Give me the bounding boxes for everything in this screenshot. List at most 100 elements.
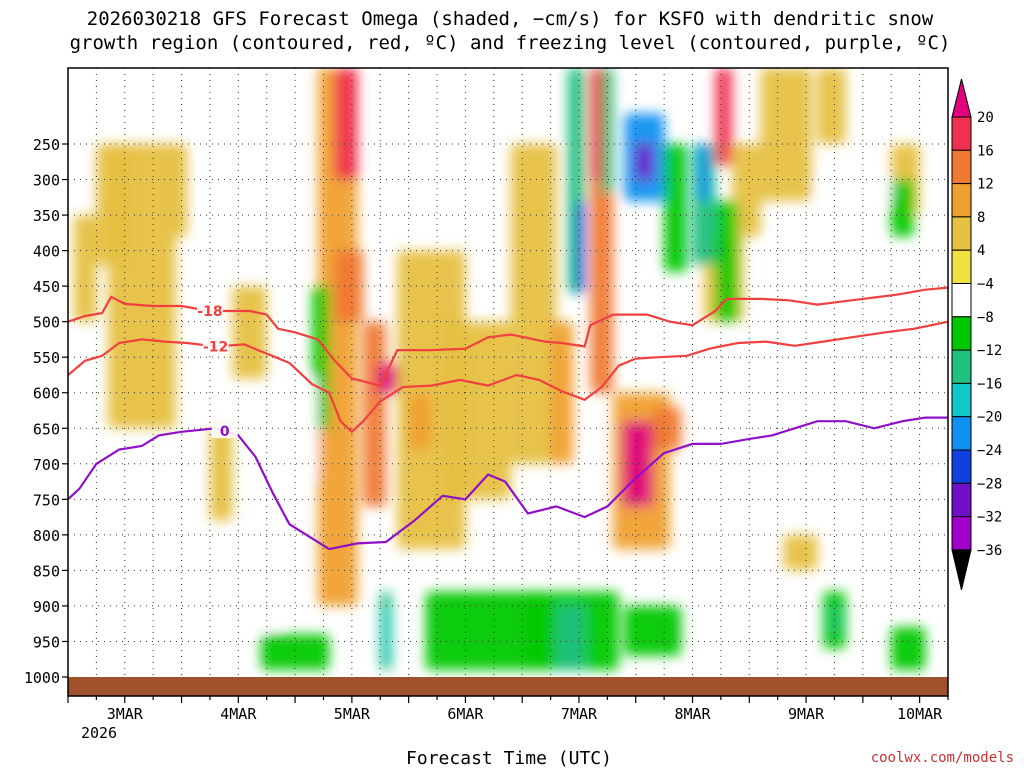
x-tick-label-6: 9MAR bbox=[788, 705, 825, 723]
omega-cell-45 bbox=[556, 605, 585, 670]
x-tick-label-5: 8MAR bbox=[674, 705, 711, 723]
omega-cell-48 bbox=[868, 357, 903, 464]
colorbar-label-7: −12 bbox=[977, 343, 1002, 359]
colorbar-box-4 bbox=[951, 249, 972, 284]
omega-cell-42 bbox=[261, 634, 330, 670]
y-tick-label-600: 600 bbox=[33, 385, 60, 403]
freezing-level-contour-line bbox=[68, 416, 948, 551]
omega-cell-53 bbox=[107, 68, 137, 114]
colorbar-label-10: −24 bbox=[977, 443, 1002, 459]
title-line-1: 2026030218 GFS Forecast Omega (shaded, −… bbox=[87, 8, 934, 30]
colorbar-box-3 bbox=[951, 216, 972, 251]
omega-cell-54 bbox=[300, 378, 318, 479]
x-year-label: 2026 bbox=[81, 724, 117, 742]
y-tick-label-450: 450 bbox=[33, 278, 60, 296]
omega-cell-3 bbox=[170, 144, 188, 237]
omega-cell-32 bbox=[635, 144, 653, 180]
omega-cell-1 bbox=[96, 144, 131, 265]
dgz-contour-0-line bbox=[68, 286, 948, 387]
colorbar-label-9: −20 bbox=[977, 410, 1002, 426]
omega-cell-23 bbox=[760, 68, 812, 201]
omega-cell-6 bbox=[317, 68, 358, 606]
colorbar-box-6 bbox=[951, 316, 972, 351]
y-tick-label-1000: 1000 bbox=[24, 669, 60, 687]
omega-cell-group bbox=[73, 68, 926, 670]
x-tick-label-1: 4MAR bbox=[220, 705, 257, 723]
omega-cell-15 bbox=[550, 321, 574, 464]
chart-title: 2026030218 GFS Forecast Omega (shaded, −… bbox=[70, 8, 951, 54]
plot-frame bbox=[67, 67, 949, 697]
colorbar-box-12 bbox=[951, 516, 972, 551]
omega-cell-52 bbox=[832, 605, 838, 635]
omega-cell-47 bbox=[766, 357, 801, 464]
omega-cell-41 bbox=[383, 605, 390, 663]
colorbar: 20 16 12 8 4 −4 −8 −12 −16 −20 −24 −28 −32 −36 bbox=[951, 78, 1002, 591]
colorbar-box-2 bbox=[951, 183, 972, 218]
omega-cell-26 bbox=[783, 534, 818, 571]
colorbar-label-12: −32 bbox=[977, 510, 1002, 526]
colorbar-box-1 bbox=[951, 149, 972, 185]
omega-cell-29 bbox=[576, 200, 585, 294]
colorbar-box-7 bbox=[951, 349, 972, 384]
colorbar-label-8: −16 bbox=[977, 376, 1002, 392]
colorbar-box-8 bbox=[951, 382, 972, 418]
colorbar-label-4: 4 bbox=[977, 243, 985, 259]
y-axis: 250 300 350 400 450 500 550 600 650 700 750 800 850 9… bbox=[24, 136, 68, 687]
y-tick-label-700: 700 bbox=[33, 456, 60, 474]
omega-cell-12 bbox=[408, 392, 432, 450]
omega-shading bbox=[73, 68, 926, 670]
omega-cell-22 bbox=[732, 144, 761, 237]
y-tick-label-400: 400 bbox=[33, 243, 60, 261]
omega-cell-7 bbox=[334, 68, 358, 180]
y-tick-label-850: 850 bbox=[33, 562, 60, 580]
colorbar-label-11: −28 bbox=[977, 476, 1002, 492]
colorbar-label-5: −4 bbox=[977, 277, 994, 293]
colorbar-box-10 bbox=[951, 449, 972, 484]
x-axis: 2026 3MAR 4MAR 5MAR 6MAR 7MAR 8MAR 9MAR 10MAR bbox=[67, 696, 949, 742]
colorbar-box-9 bbox=[951, 416, 972, 451]
colorbar-label-6: −8 bbox=[977, 310, 994, 326]
omega-cell-43 bbox=[425, 591, 545, 670]
omega-cell-36 bbox=[715, 200, 738, 322]
colorbar-top-arrow bbox=[951, 78, 972, 118]
omega-cell-13 bbox=[442, 321, 511, 500]
omega-cell-35 bbox=[698, 144, 710, 201]
omega-cell-24 bbox=[817, 68, 846, 144]
colorbar-label-13: −36 bbox=[977, 543, 1002, 559]
dgz-contour-0-label: -18 bbox=[197, 304, 222, 320]
omega-cell-49 bbox=[891, 627, 926, 670]
ground-surface bbox=[68, 677, 948, 696]
omega-cell-20 bbox=[652, 406, 682, 450]
omega-cell-8 bbox=[334, 250, 364, 322]
x-tick-label-3: 6MAR bbox=[447, 705, 484, 723]
y-tick-label-350: 350 bbox=[33, 207, 60, 225]
dgz-contour-1-label: -12 bbox=[203, 340, 228, 356]
dgz-contour-1-line bbox=[68, 320, 948, 434]
freezing-level-contour-label-bg bbox=[211, 423, 238, 439]
title-line-2: growth region (contoured, red, ºC) and f… bbox=[70, 32, 951, 54]
omega-cell-4 bbox=[232, 286, 267, 379]
y-tick-label-650: 650 bbox=[33, 420, 60, 438]
omega-cell-2 bbox=[73, 215, 97, 322]
x-tick-label-7: 10MAR bbox=[897, 705, 943, 723]
y-tick-label-250: 250 bbox=[33, 136, 60, 154]
credit-link[interactable]: coolwx.com/models bbox=[871, 750, 1014, 766]
y-tick-label-550: 550 bbox=[33, 349, 60, 367]
colorbar-label-2: 12 bbox=[977, 177, 994, 193]
dgz-contour-0-label-bg bbox=[196, 303, 223, 319]
x-tick-label-4: 7MAR bbox=[561, 705, 598, 723]
y-tick-label-900: 900 bbox=[33, 598, 60, 616]
omega-cell-37 bbox=[817, 179, 903, 201]
colorbar-box-5 bbox=[951, 283, 972, 318]
y-tick-label-800: 800 bbox=[33, 527, 60, 545]
colorbar-box-11 bbox=[951, 482, 972, 518]
colorbar-label-3: 8 bbox=[977, 210, 985, 226]
colorbar-bottom-arrow bbox=[951, 549, 972, 591]
freezing-level-contour-label: 0 bbox=[220, 424, 230, 440]
omega-cell-46 bbox=[624, 605, 682, 656]
dgz-contour-1-label-bg bbox=[202, 338, 229, 354]
y-tick-label-300: 300 bbox=[33, 172, 60, 190]
omega-cell-9 bbox=[363, 321, 386, 507]
